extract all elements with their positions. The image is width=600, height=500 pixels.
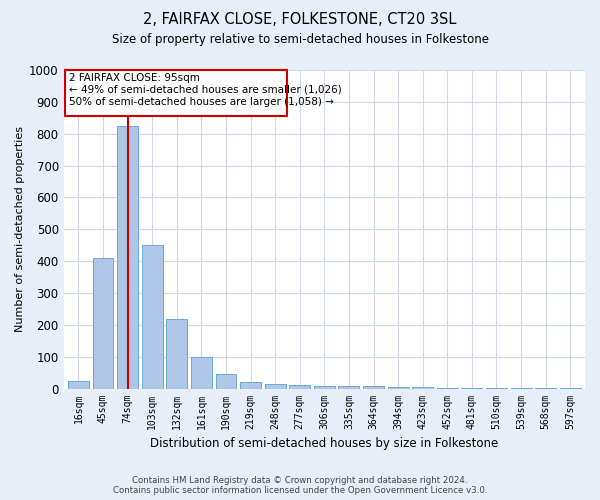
Bar (142, 245, 163, 388)
Text: Contains HM Land Registry data © Crown copyright and database right 2024.
Contai: Contains HM Land Registry data © Crown c… (113, 476, 487, 495)
Text: Size of property relative to semi-detached houses in Folkestone: Size of property relative to semi-detach… (112, 32, 488, 46)
Bar (240, 382, 261, 388)
Text: 50% of semi-detached houses are larger (1,058) →: 50% of semi-detached houses are larger (… (68, 97, 334, 107)
Bar (92, 258, 113, 388)
Bar (363, 386, 384, 388)
Bar (289, 385, 310, 388)
Bar (68, 380, 89, 388)
FancyBboxPatch shape (65, 70, 287, 116)
X-axis label: Distribution of semi-detached houses by size in Folkestone: Distribution of semi-detached houses by … (150, 437, 499, 450)
Bar (215, 374, 236, 388)
Bar (314, 386, 335, 388)
Bar (338, 386, 359, 388)
Bar (117, 126, 138, 388)
Bar (166, 319, 187, 388)
Text: 2 FAIRFAX CLOSE: 95sqm: 2 FAIRFAX CLOSE: 95sqm (68, 72, 199, 83)
Bar (191, 356, 212, 388)
Text: 2, FAIRFAX CLOSE, FOLKESTONE, CT20 3SL: 2, FAIRFAX CLOSE, FOLKESTONE, CT20 3SL (143, 12, 457, 28)
Text: ← 49% of semi-detached houses are smaller (1,026): ← 49% of semi-detached houses are smalle… (68, 84, 341, 94)
Bar (412, 387, 433, 388)
Y-axis label: Number of semi-detached properties: Number of semi-detached properties (15, 126, 25, 332)
Bar (265, 384, 286, 388)
Bar (388, 387, 409, 388)
